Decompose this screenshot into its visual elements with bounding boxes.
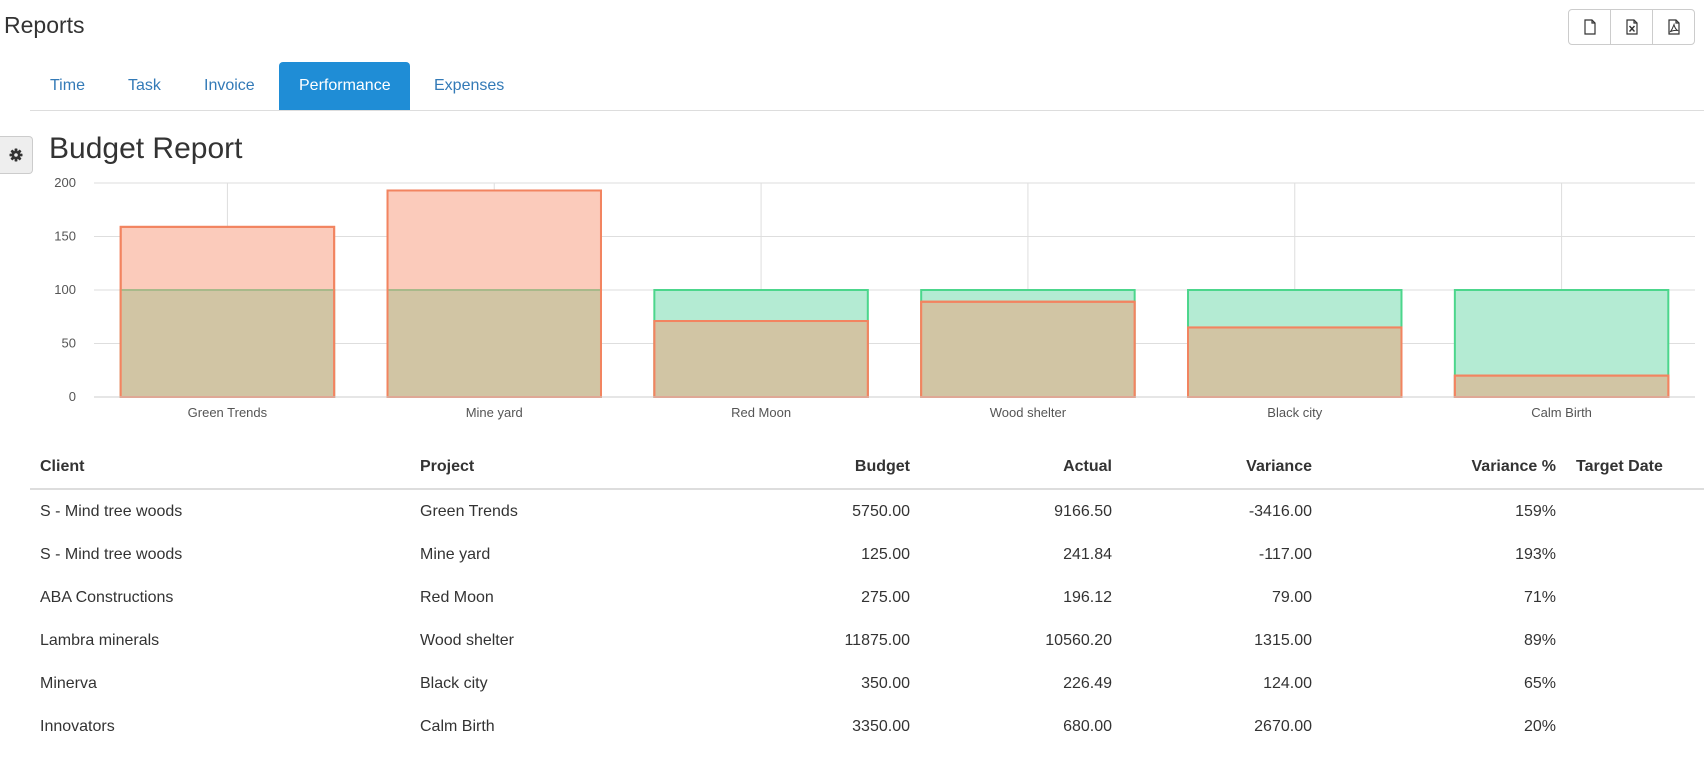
x-tick-label: Red Moon [731, 405, 791, 420]
budget-table: Client Project Budget Actual Variance Va… [30, 446, 1704, 748]
cell-variance: 124.00 [1263, 674, 1312, 692]
cell-client: Lambra minerals [40, 631, 160, 649]
tab-invoice[interactable]: Invoice [204, 77, 255, 94]
cell-project: Green Trends [420, 502, 518, 520]
y-tick-label: 150 [54, 229, 76, 244]
cell-variance-percent: 193% [1515, 545, 1556, 563]
cell-project: Calm Birth [420, 717, 495, 735]
column-header-variance[interactable]: Variance [1122, 446, 1322, 490]
cell-target-date [1566, 576, 1704, 619]
report-title: Budget Report [49, 132, 243, 165]
report-tabs: Time Task Invoice Performance Expenses [30, 62, 1704, 111]
file-icon [1583, 19, 1596, 35]
overlap-bar [121, 291, 334, 396]
cell-actual: 9166.50 [1054, 502, 1112, 520]
cell-target-date [1566, 619, 1704, 662]
x-tick-label: Mine yard [466, 405, 523, 420]
cell-variance: -117.00 [1258, 545, 1312, 563]
table-row: S - Mind tree woods Mine yard 125.00 241… [30, 533, 1704, 576]
cell-project: Black city [420, 674, 488, 692]
excel-file-icon [1625, 19, 1638, 35]
cell-variance: 79.00 [1271, 588, 1312, 606]
cell-client: Innovators [40, 717, 115, 735]
page-title: Reports [4, 12, 85, 38]
pdf-file-icon [1667, 19, 1680, 35]
cell-budget: 3350.00 [852, 717, 910, 735]
x-tick-label: Wood shelter [990, 405, 1067, 420]
cell-variance: -3416.00 [1248, 502, 1312, 520]
table-row: Lambra minerals Wood shelter 11875.00 10… [30, 619, 1704, 662]
x-tick-label: Calm Birth [1531, 405, 1592, 420]
cell-target-date [1566, 662, 1704, 705]
tab-performance[interactable]: Performance [279, 62, 410, 110]
column-header-target-date[interactable]: Target Date [1566, 446, 1704, 490]
cell-actual: 680.00 [1063, 717, 1112, 735]
overlap-bar [1455, 376, 1668, 396]
export-file-button[interactable] [1569, 10, 1610, 44]
tab-task[interactable]: Task [128, 77, 161, 94]
cell-target-date [1566, 489, 1704, 533]
export-button-group [1568, 9, 1695, 45]
cell-actual: 226.49 [1063, 674, 1112, 692]
cell-actual: 10560.20 [1045, 631, 1112, 649]
cell-variance-percent: 71% [1523, 588, 1556, 606]
y-tick-label: 200 [54, 175, 76, 190]
gear-icon [9, 148, 23, 162]
cell-target-date [1566, 533, 1704, 576]
export-pdf-button[interactable] [1652, 10, 1694, 44]
x-tick-label: Green Trends [188, 405, 268, 420]
y-tick-label: 100 [54, 282, 76, 297]
cell-variance-percent: 65% [1523, 674, 1556, 692]
cell-client: S - Mind tree woods [40, 545, 183, 563]
cell-budget: 125.00 [861, 545, 910, 563]
export-excel-button[interactable] [1610, 10, 1652, 44]
table-row: S - Mind tree woods Green Trends 5750.00… [30, 489, 1704, 533]
budget-chart: 0 50 100 150 200 Green Trends Mine yard Red Moo… [54, 175, 1695, 420]
overlap-bar [388, 291, 600, 396]
cell-variance-percent: 159% [1515, 502, 1556, 520]
settings-button[interactable] [0, 136, 33, 174]
cell-client: Minerva [40, 674, 97, 692]
table-header-row: Client Project Budget Actual Variance Va… [30, 446, 1704, 490]
cell-variance-percent: 20% [1523, 717, 1556, 735]
x-tick-label: Black city [1267, 405, 1322, 420]
cell-variance: 1315.00 [1254, 631, 1312, 649]
overlap-bar [1189, 328, 1401, 396]
overlap-bar [922, 302, 1134, 396]
column-header-project[interactable]: Project [410, 446, 740, 490]
column-header-variance-percent[interactable]: Variance % [1322, 446, 1566, 490]
cell-budget: 350.00 [861, 674, 910, 692]
table-row: Innovators Calm Birth 3350.00 680.00 267… [30, 705, 1704, 748]
cell-project: Mine yard [420, 545, 491, 563]
tab-time[interactable]: Time [50, 77, 85, 94]
cell-actual: 196.12 [1063, 588, 1112, 606]
cell-project: Red Moon [420, 588, 494, 606]
cell-client: ABA Constructions [40, 588, 174, 606]
table-row: Minerva Black city 350.00 226.49 124.00 … [30, 662, 1704, 705]
cell-client: S - Mind tree woods [40, 502, 183, 520]
cell-budget: 275.00 [861, 588, 910, 606]
column-header-actual[interactable]: Actual [920, 446, 1122, 490]
y-tick-label: 0 [69, 389, 76, 404]
cell-actual: 241.84 [1063, 545, 1112, 563]
cell-variance: 2670.00 [1254, 717, 1312, 735]
cell-project: Wood shelter [420, 631, 514, 649]
tab-expenses[interactable]: Expenses [434, 77, 505, 94]
table-row: ABA Constructions Red Moon 275.00 196.12… [30, 576, 1704, 619]
overlap-bar [655, 322, 867, 396]
cell-target-date [1566, 705, 1704, 748]
cell-budget: 5750.00 [852, 502, 910, 520]
cell-variance-percent: 89% [1523, 631, 1556, 649]
column-header-client[interactable]: Client [30, 446, 410, 490]
cell-budget: 11875.00 [844, 631, 910, 649]
column-header-budget[interactable]: Budget [740, 446, 920, 490]
y-tick-label: 50 [62, 336, 76, 351]
